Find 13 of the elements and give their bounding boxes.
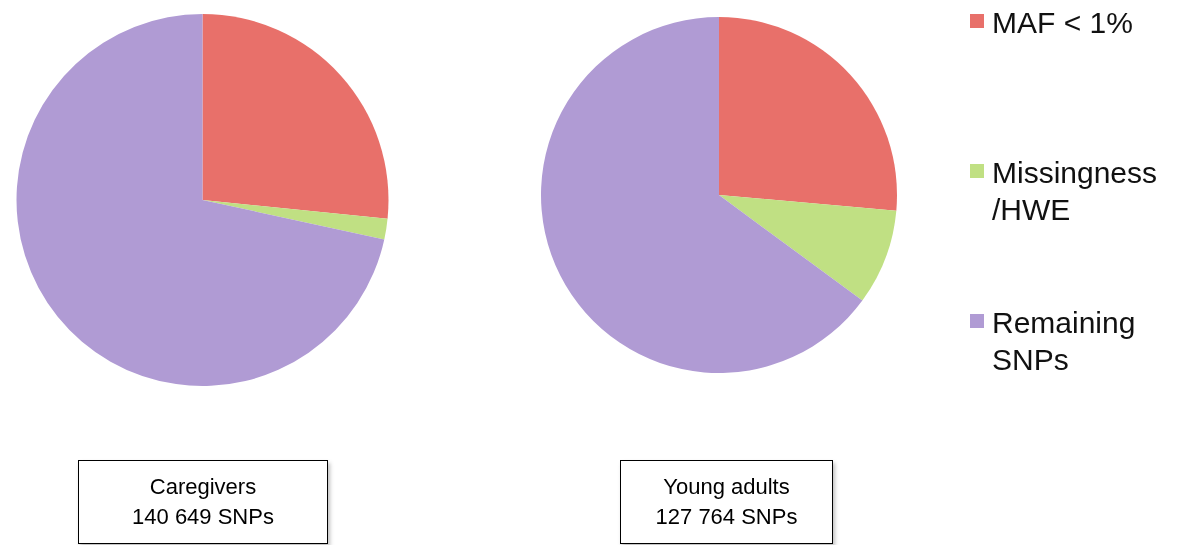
text: Caregivers bbox=[149, 474, 257, 499]
legend-label: Remaining SNPs bbox=[992, 306, 1136, 376]
pie-slice bbox=[719, 195, 897, 301]
pie-slice bbox=[16, 14, 385, 386]
pie-slice bbox=[202, 14, 389, 219]
pie-slice bbox=[541, 17, 863, 373]
text: 140 649 SNPs bbox=[132, 504, 274, 529]
text: 127 764 SNPs bbox=[655, 504, 798, 529]
text: Young adults bbox=[663, 474, 790, 499]
legend-label: Missingness /HWE bbox=[992, 156, 1158, 226]
legend-label: MAF < 1% bbox=[992, 6, 1133, 39]
pie-slice bbox=[202, 200, 388, 240]
pie-slice bbox=[719, 17, 897, 211]
